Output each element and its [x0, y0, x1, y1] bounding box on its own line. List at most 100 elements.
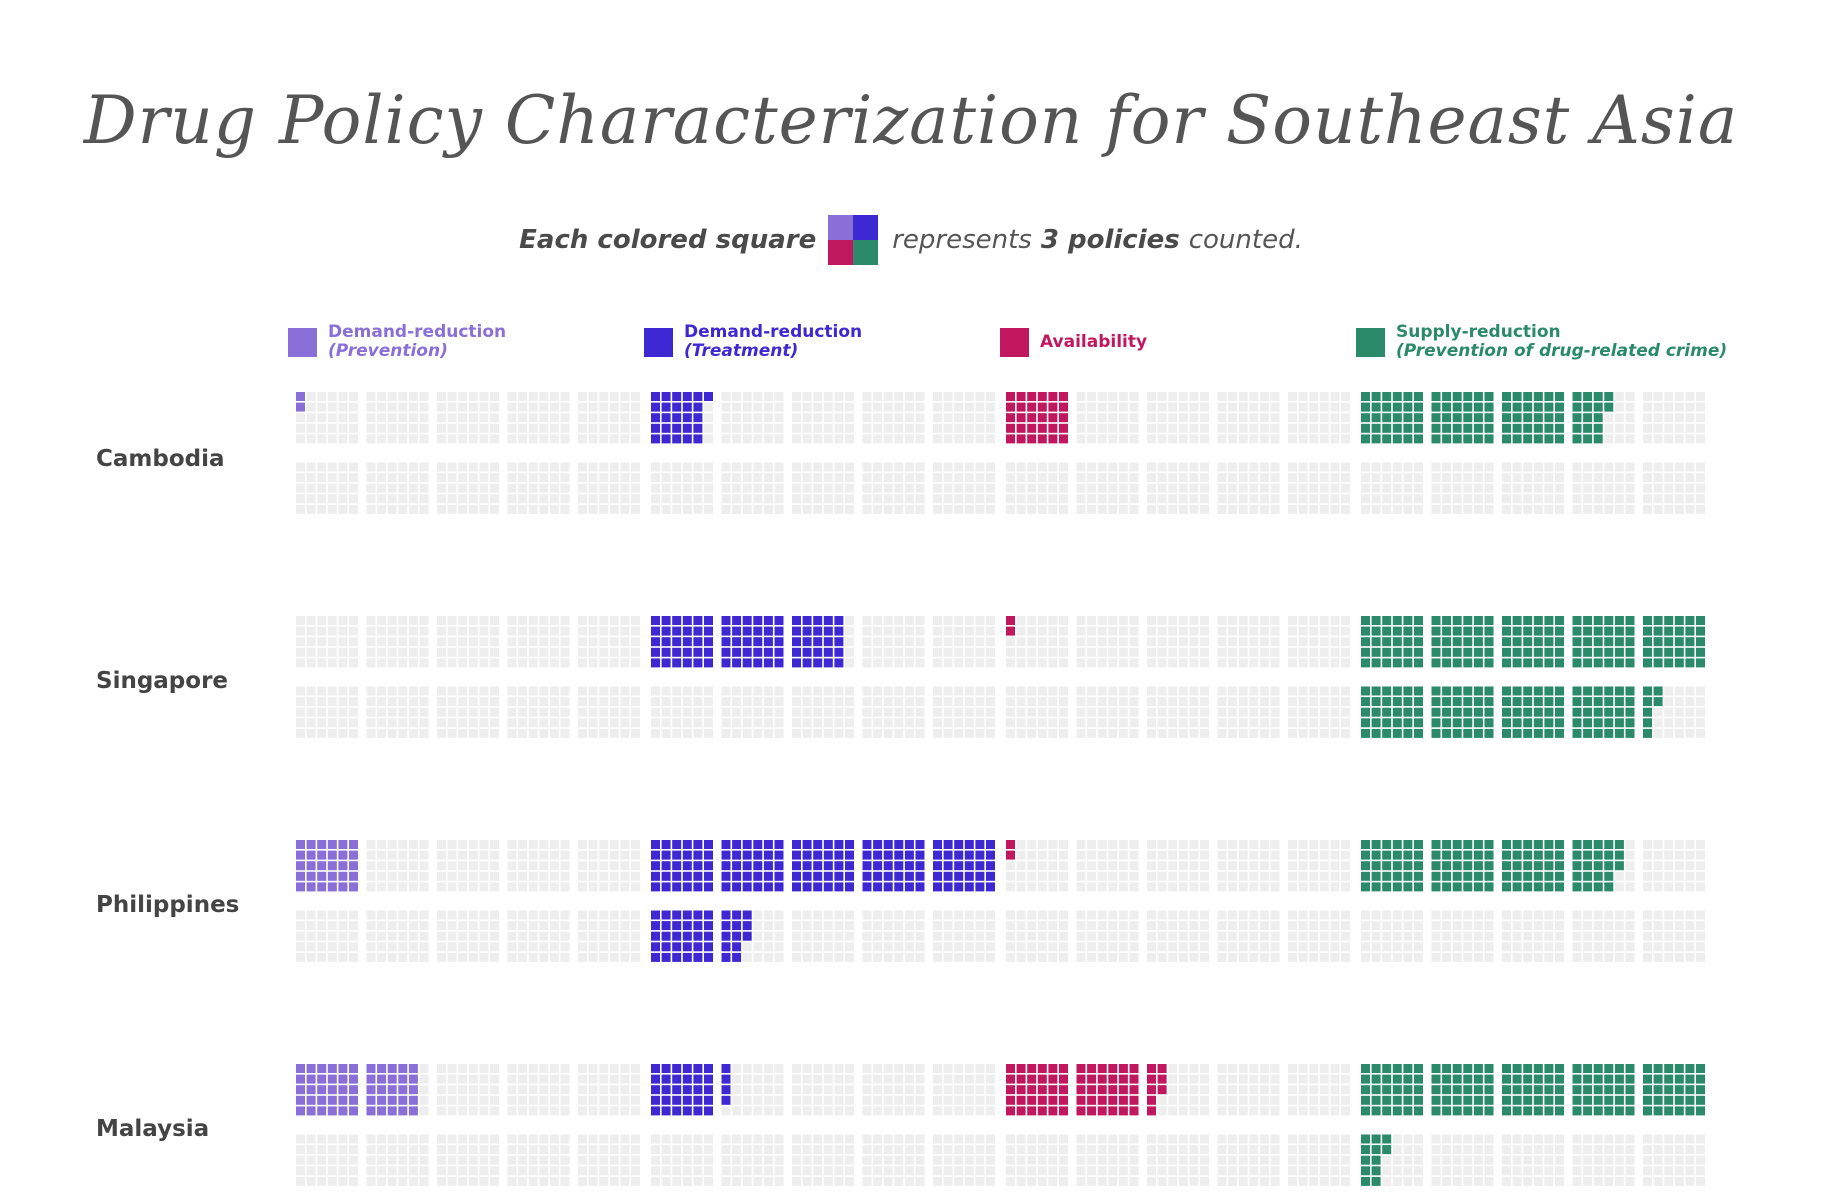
waffle-empty-philippines-availability — [1059, 871, 1068, 881]
waffle-empty-philippines-treatment — [763, 942, 773, 952]
waffle-square-singapore-treatment — [651, 616, 660, 625]
waffle-empty-singapore-availability — [1059, 728, 1068, 738]
waffle-empty-philippines-treatment — [834, 910, 844, 920]
waffle-empty-cambodia-availability — [1270, 504, 1280, 514]
waffle-empty-malaysia-supply — [1653, 1145, 1663, 1155]
waffle-empty-philippines-prevention — [468, 942, 478, 952]
waffle-empty-singapore-availability — [1270, 637, 1280, 647]
waffle-empty-singapore-prevention — [507, 616, 517, 625]
waffle-square-singapore-supply — [1544, 697, 1554, 707]
waffle-square-malaysia-prevention — [398, 1106, 408, 1116]
waffle-square-singapore-supply — [1643, 637, 1652, 647]
waffle-empty-philippines-treatment — [933, 921, 942, 931]
waffle-empty-cambodia-availability — [1147, 494, 1156, 504]
waffle-square-cambodia-supply — [1473, 434, 1483, 444]
waffle-square-malaysia-supply — [1583, 1106, 1593, 1116]
waffle-empty-singapore-prevention — [578, 707, 587, 717]
waffle-square-philippines-supply — [1463, 882, 1473, 892]
country-label-cambodia: Cambodia — [96, 446, 225, 472]
waffle-empty-malaysia-availability — [1027, 1166, 1037, 1176]
waffle-square-singapore-supply — [1614, 647, 1624, 657]
waffle-square-philippines-treatment — [651, 942, 660, 952]
waffle-empty-philippines-supply — [1452, 942, 1462, 952]
waffle-empty-singapore-availability — [1189, 728, 1199, 738]
waffle-empty-cambodia-treatment — [834, 402, 844, 412]
waffle-empty-malaysia-treatment — [753, 1176, 763, 1186]
waffle-empty-singapore-supply — [1653, 707, 1663, 717]
waffle-empty-philippines-treatment — [915, 910, 925, 920]
waffle-empty-singapore-treatment — [915, 707, 925, 717]
waffle-empty-cambodia-prevention — [437, 402, 446, 412]
waffle-square-singapore-supply — [1502, 707, 1511, 717]
waffle-empty-malaysia-prevention — [609, 1145, 619, 1155]
waffle-empty-malaysia-treatment — [792, 1106, 801, 1116]
waffle-square-singapore-supply — [1593, 728, 1603, 738]
waffle-empty-philippines-availability — [1129, 931, 1139, 941]
waffle-empty-singapore-availability — [1016, 637, 1026, 647]
waffle-square-philippines-prevention — [327, 882, 337, 892]
waffle-square-malaysia-prevention — [387, 1085, 397, 1095]
waffle-empty-philippines-prevention — [419, 840, 429, 849]
waffle-empty-malaysia-treatment — [933, 1166, 942, 1176]
waffle-empty-cambodia-treatment — [845, 483, 854, 493]
waffle-empty-malaysia-prevention — [447, 1064, 457, 1073]
waffle-empty-singapore-treatment — [883, 637, 893, 647]
waffle-empty-cambodia-prevention — [387, 462, 397, 472]
waffle-empty-philippines-prevention — [528, 931, 538, 941]
waffle-square-philippines-treatment — [883, 882, 893, 892]
waffle-empty-philippines-supply — [1544, 921, 1554, 931]
waffle-empty-cambodia-treatment — [904, 413, 914, 423]
waffle-empty-singapore-prevention — [338, 728, 348, 738]
waffle-empty-singapore-availability — [1298, 686, 1308, 696]
waffle-empty-malaysia-treatment — [823, 1166, 833, 1176]
waffle-empty-cambodia-supply — [1502, 483, 1511, 493]
waffle-empty-malaysia-treatment — [753, 1106, 763, 1116]
waffle-empty-cambodia-availability — [1341, 483, 1350, 493]
waffle-empty-philippines-prevention — [437, 850, 446, 860]
waffle-empty-singapore-availability — [1118, 686, 1128, 696]
waffle-empty-malaysia-supply — [1463, 1134, 1473, 1144]
waffle-empty-cambodia-prevention — [419, 483, 429, 493]
waffle-square-malaysia-availability — [1157, 1064, 1167, 1073]
waffle-empty-philippines-treatment — [823, 931, 833, 941]
waffle-square-malaysia-supply — [1414, 1106, 1423, 1116]
waffle-empty-cambodia-prevention — [479, 434, 489, 444]
waffle-empty-philippines-availability — [1341, 942, 1350, 952]
waffle-empty-philippines-availability — [1178, 910, 1188, 920]
waffle-empty-philippines-availability — [1108, 850, 1118, 860]
waffle-empty-philippines-availability — [1097, 931, 1107, 941]
waffle-empty-philippines-prevention — [588, 931, 598, 941]
waffle-empty-cambodia-availability — [1189, 473, 1199, 483]
waffle-empty-philippines-prevention — [317, 952, 327, 962]
waffle-empty-singapore-availability — [1108, 637, 1118, 647]
waffle-empty-singapore-prevention — [528, 686, 538, 696]
waffle-empty-philippines-prevention — [549, 882, 559, 892]
waffle-empty-cambodia-availability — [1341, 423, 1350, 433]
waffle-empty-philippines-supply — [1625, 921, 1635, 931]
waffle-empty-malaysia-prevention — [387, 1176, 397, 1186]
waffle-empty-philippines-treatment — [802, 952, 812, 962]
waffle-empty-singapore-availability — [1059, 658, 1068, 668]
waffle-empty-philippines-prevention — [518, 942, 528, 952]
waffle-square-philippines-supply — [1523, 861, 1533, 871]
waffle-empty-singapore-availability — [1048, 658, 1058, 668]
waffle-square-malaysia-availability — [1087, 1095, 1097, 1105]
waffle-empty-malaysia-prevention — [490, 1145, 499, 1155]
waffle-empty-singapore-prevention — [419, 616, 429, 625]
waffle-empty-malaysia-prevention — [599, 1134, 609, 1144]
waffle-empty-philippines-availability — [1097, 921, 1107, 931]
waffle-empty-cambodia-prevention — [458, 462, 468, 472]
waffle-empty-cambodia-treatment — [873, 483, 883, 493]
waffle-square-philippines-treatment — [873, 871, 883, 881]
waffle-square-cambodia-supply — [1442, 423, 1452, 433]
waffle-empty-singapore-prevention — [317, 616, 327, 625]
waffle-empty-singapore-supply — [1664, 697, 1674, 707]
waffle-empty-cambodia-treatment — [661, 504, 671, 514]
waffle-empty-malaysia-supply — [1442, 1145, 1452, 1155]
waffle-empty-cambodia-treatment — [813, 483, 823, 493]
waffle-empty-singapore-prevention — [447, 637, 457, 647]
waffle-empty-malaysia-prevention — [447, 1095, 457, 1105]
waffle-empty-philippines-prevention — [366, 921, 376, 931]
waffle-square-philippines-treatment — [661, 850, 671, 860]
waffle-square-philippines-supply — [1371, 850, 1381, 860]
